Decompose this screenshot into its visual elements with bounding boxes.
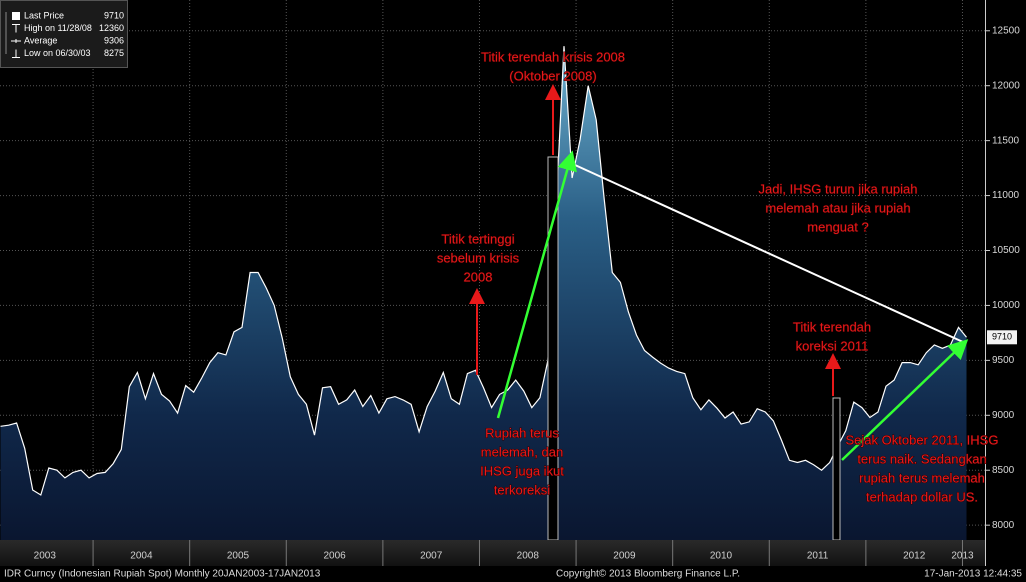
annotation: terhadap dollar US.: [866, 489, 978, 504]
legend-swatch: [12, 12, 20, 20]
legend-label: High on 11/28/08: [24, 23, 92, 33]
annotation: (Oktober 2008): [509, 68, 596, 83]
annotation: Titik terendah krisis 2008: [481, 49, 625, 64]
x-axis-strip: [0, 540, 985, 566]
annotation: Jadi, IHSG turun jika rupiah: [759, 181, 918, 196]
y-tick-label: 12500: [992, 25, 1020, 36]
legend-icon: [12, 49, 20, 58]
legend-label: Low on 06/30/03: [24, 48, 91, 58]
x-tick-label: 2003: [34, 551, 57, 562]
x-tick-label: 2013: [951, 551, 974, 562]
legend-icon: [12, 24, 20, 33]
annotation: menguat ?: [807, 219, 868, 234]
y-tick-label: 11000: [992, 190, 1020, 201]
x-tick-label: 2008: [517, 551, 540, 562]
y-tick-label: 11500: [992, 135, 1020, 146]
annotation: sebelum krisis: [437, 250, 520, 265]
y-tick-label: 10500: [992, 245, 1020, 256]
y-tick-label: 8000: [992, 520, 1015, 531]
arrow: [496, 150, 577, 419]
last-price-tag: [987, 330, 1017, 345]
annotation: terus naik. Sedangkan: [857, 451, 986, 466]
y-tick-label: 8500: [992, 465, 1015, 476]
y-tick-label: 9000: [992, 410, 1015, 421]
area: [0, 46, 967, 540]
annotation: terkoreksi: [494, 482, 550, 497]
x-tick-label: 2012: [903, 551, 926, 562]
y-tick-label: 12000: [992, 80, 1020, 91]
trend-line: [574, 164, 964, 343]
highlight-box: [832, 397, 841, 541]
annotation: melemah, dan: [481, 444, 563, 459]
legend-label: Last Price: [24, 10, 64, 20]
annotation: Titik terendah: [793, 319, 871, 334]
annotation: melemah atau jika rupiah: [765, 200, 910, 215]
x-tick-label: 2004: [130, 551, 153, 562]
annotation: IHSG juga ikut: [480, 463, 564, 478]
y-tick-label: 10000: [992, 300, 1020, 311]
legend-value: 8275: [104, 48, 124, 58]
legend-value: 9306: [104, 35, 124, 45]
legend-box: [0, 0, 128, 68]
x-tick-label: 2005: [227, 551, 250, 562]
footer-right: 17-Jan-2013 12:44:35: [924, 569, 1022, 580]
annotation: 2008: [464, 269, 493, 284]
x-tick-label: 2007: [420, 551, 443, 562]
line: [0, 46, 967, 496]
arrow: [841, 339, 969, 461]
footer-center: Copyright© 2013 Bloomberg Finance L.P.: [556, 569, 740, 580]
annotation: koreksi 2011: [796, 338, 869, 353]
footer-left: IDR Curncy (Indonesian Rupiah Spot) Mont…: [4, 569, 321, 580]
x-tick-label: 2010: [710, 551, 733, 562]
x-tick-label: 2006: [323, 551, 346, 562]
annotation: Titik tertinggi: [441, 231, 514, 246]
y-tick-label: 9500: [992, 355, 1015, 366]
last-price-label: 9710: [992, 332, 1012, 342]
legend-label: Average: [24, 35, 57, 45]
x-tick-label: 2011: [807, 551, 829, 562]
annotation: Sejak Oktober 2011, IHSG: [846, 432, 999, 447]
annotation: Rupiah terus: [485, 425, 559, 440]
legend-value: 12360: [99, 23, 124, 33]
legend-icon: [11, 39, 21, 43]
legend-value: 9710: [104, 10, 124, 20]
annotation: rupiah terus melemah: [859, 470, 985, 485]
x-tick-label: 2009: [613, 551, 636, 562]
